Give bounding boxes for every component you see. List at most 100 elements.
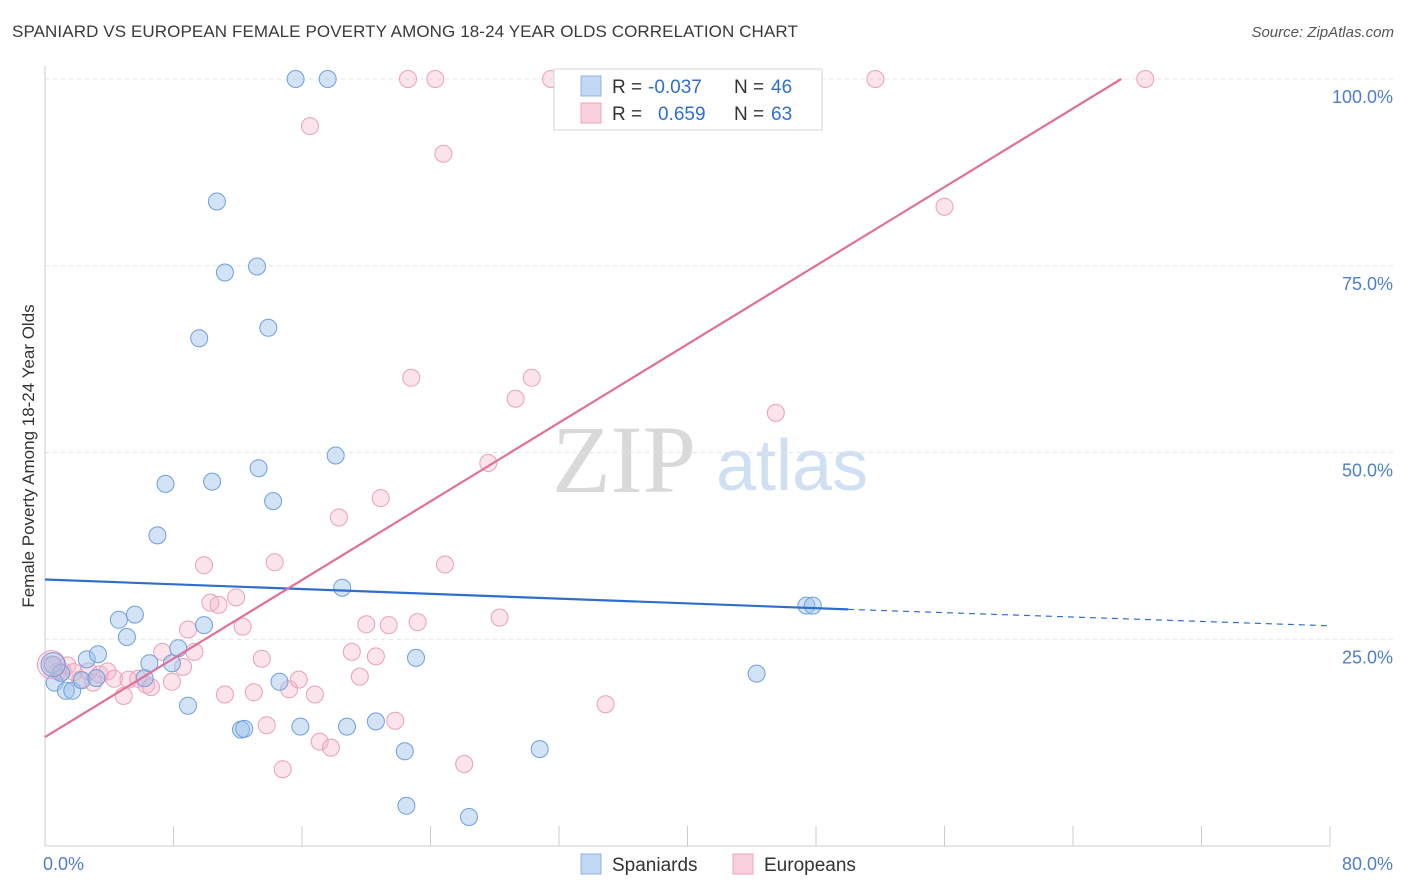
europeans-point [1136,70,1155,88]
europeans-point [305,685,324,704]
data-points [36,70,1155,826]
spaniards-point [207,192,226,211]
stats-box: R = -0.037 N = 46 R = 0.659 N = 63 [553,68,823,131]
europeans-point [350,667,369,686]
spaniards-point [56,681,75,700]
europeans-point [289,670,308,689]
spaniards-point [366,712,385,731]
stats-r-value-2: 0.659 [658,104,706,125]
europeans-point [273,760,292,779]
spaniards-point [140,654,159,673]
stats-swatch-europeans [580,102,602,124]
europeans-point [357,615,376,634]
spaniards-point [338,717,356,736]
legend: Spaniards Europeans [580,853,856,876]
europeans-point [252,649,271,668]
x-tick-label-min: 0.0% [43,854,84,874]
stats-n-label-2: N = [734,104,764,125]
europeans-point [215,685,234,704]
europeans-point [371,489,390,508]
spaniards-point [326,446,345,465]
spaniards-trend-extension [848,608,1331,627]
europeans-point [479,454,498,472]
europeans-point [402,368,421,387]
spaniards-point [109,610,128,629]
spaniards-point [162,654,181,673]
spaniards-point [72,671,91,690]
europeans-point [379,616,398,635]
europeans-point [399,70,417,88]
europeans-point [522,368,541,387]
watermark-zip: ZIP [552,406,696,513]
spaniards-point [203,472,222,491]
europeans-point [142,678,160,697]
spaniards-point [89,645,107,664]
y-tick-label: 100.0% [1332,87,1393,107]
europeans-point [257,716,276,735]
europeans-point [174,657,193,676]
spaniards-point [318,70,337,88]
spaniards-point [195,616,213,635]
stats-r-label-1: R = [612,77,642,98]
spaniards-point [215,263,234,282]
stats-r-label-2: R = [612,104,642,125]
spaniards-point [460,808,478,826]
spaniards-point [333,578,352,597]
spaniards-point [148,526,167,545]
europeans-trend-line [44,78,1122,739]
spaniards-point [803,596,822,615]
europeans-point [301,117,319,136]
europeans-point [490,608,509,627]
europeans-point [280,680,299,699]
trend-lines [44,78,1331,739]
europeans-point [426,70,445,88]
spaniards-point [259,318,278,337]
europeans-point [265,553,284,572]
legend-swatch-spaniards [580,853,602,875]
y-axis-label: Female Poverty Among 18-24 Year Olds [19,304,38,607]
legend-swatch-europeans [732,853,754,875]
y-tick-label: 75.0% [1342,274,1393,294]
spaniards-point [397,796,416,815]
axes: 25.0% 50.0% 75.0% 100.0% 0.0% 80.0% [43,66,1393,874]
europeans-point [342,642,361,661]
spaniards-point [248,257,266,276]
europeans-point [195,556,213,575]
spaniards-point [190,329,209,348]
europeans-point [455,755,474,773]
spaniards-point [235,719,254,738]
legend-label-spaniards: Spaniards [612,855,698,876]
europeans-point [866,70,885,88]
spaniards-point [179,696,197,715]
europeans-point [105,669,124,688]
europeans-point [162,672,181,691]
europeans-point [436,555,454,574]
stats-n-label-1: N = [734,77,764,98]
chart-title: SPANIARD VS EUROPEAN FEMALE POVERTY AMON… [12,22,798,41]
spaniards-point [169,639,188,658]
europeans-point [408,613,427,632]
stats-r-value-1: -0.037 [648,77,702,98]
europeans-point [329,508,348,527]
spaniards-point [291,717,310,736]
spaniards-point [125,605,144,624]
spaniards-point [530,740,549,759]
europeans-point [98,662,117,681]
spaniards-point [77,650,96,669]
spaniards-point [395,742,414,761]
europeans-point [935,197,954,216]
europeans-point [386,711,405,730]
stats-n-value-1: 46 [771,77,792,98]
watermark-atlas: atlas [716,426,868,506]
spaniards-point [407,648,425,667]
europeans-point [506,389,525,408]
europeans-point [366,647,385,666]
spaniards-point [156,474,175,493]
legend-label-europeans: Europeans [764,855,856,876]
x-tick-label-max: 80.0% [1342,854,1393,874]
spaniards-point [270,672,289,691]
spaniards-point [249,459,268,478]
europeans-point [321,738,340,757]
europeans-point [434,144,453,163]
